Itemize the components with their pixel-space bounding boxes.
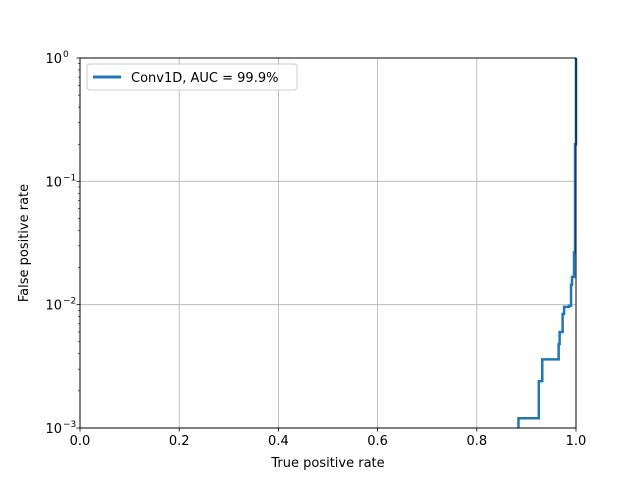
roc-curve-line (517, 58, 578, 428)
legend-entry-label: Conv1D, AUC = 99.9% (131, 71, 278, 86)
x-tick-label: 0.6 (367, 434, 388, 449)
y-tick-label: 10 (45, 422, 62, 437)
plot-background (80, 58, 576, 428)
x-tick-label: 0.0 (70, 434, 91, 449)
y-tick-label: 10 (45, 299, 62, 314)
y-tick-label: 10 (45, 175, 62, 190)
x-axis-ticks: 0.0 0.2 0.4 0.6 0.8 1.0 (70, 428, 587, 449)
y-tick-label: 10 (45, 52, 62, 67)
x-axis-label: True positive rate (270, 456, 384, 471)
series-layer (517, 58, 578, 428)
x-tick-label: 0.8 (466, 434, 487, 449)
y-axis-label: False positive rate (17, 184, 32, 302)
plot-frame (79, 57, 577, 429)
x-tick-label: 0.4 (268, 434, 289, 449)
legend: Conv1D, AUC = 99.9% (86, 63, 298, 91)
x-tick-label: 0.2 (169, 434, 190, 449)
legend-box (86, 63, 298, 91)
y-tick-exponent: −1 (63, 173, 76, 183)
x-tick-label: 1.0 (566, 434, 587, 449)
y-tick-exponent: 0 (63, 50, 69, 60)
y-tick-exponent: −2 (63, 297, 76, 307)
y-tick-exponent: −3 (63, 420, 76, 430)
